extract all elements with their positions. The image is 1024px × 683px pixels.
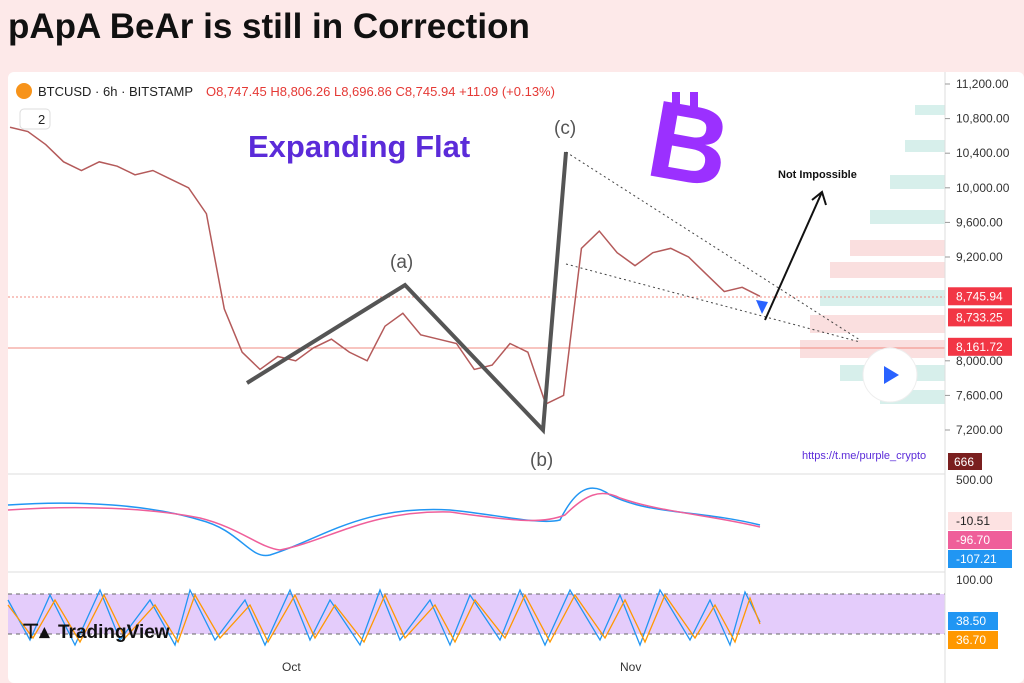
price-label: 8,000.00 — [956, 354, 1003, 368]
price-label: 10,400.00 — [956, 146, 1010, 160]
play-icon — [884, 366, 899, 384]
macd-value: -10.51 — [956, 514, 990, 528]
price-label: 7,600.00 — [956, 388, 1003, 402]
macd-value: -96.70 — [956, 533, 990, 547]
chart-panel — [8, 72, 1024, 683]
volume-badge-text: 666 — [954, 455, 974, 469]
link-text: https://t.me/purple_crypto — [802, 450, 926, 462]
wave-label: (a) — [390, 252, 413, 273]
stoch-value: 36.70 — [956, 633, 986, 647]
page-title: pApA BeAr is still in Correction — [8, 7, 530, 46]
volume-badge — [948, 453, 982, 470]
price-label: 10,800.00 — [956, 112, 1010, 126]
price-label: 9,200.00 — [956, 250, 1003, 264]
stoch-badge — [948, 631, 998, 649]
price-label: 11,200.00 — [956, 77, 1009, 91]
pattern-label: Expanding Flat — [248, 129, 470, 164]
wave-lines — [245, 151, 568, 435]
macd-badge — [948, 512, 1012, 530]
macd-axis-label: 500.00 — [956, 473, 993, 487]
price-label: 7,200.00 — [956, 423, 1003, 437]
price-badge-text: 8,733.25 — [956, 310, 1003, 324]
price-badge — [948, 308, 1012, 327]
trendline — [565, 263, 861, 343]
time-label: Oct — [282, 660, 301, 674]
time-label: Nov — [620, 660, 641, 674]
indicator-count: 2 — [38, 112, 45, 127]
stoch-badge — [948, 612, 998, 630]
macd-line — [7, 487, 761, 557]
high: H8,806.26 — [270, 84, 330, 99]
price-badge — [948, 287, 1012, 306]
low: L8,696.86 — [334, 84, 392, 99]
ohlc: O8,747.45 H8,806.26 L8,696.86 C8,745.94 … — [206, 84, 555, 99]
arrow-marker — [756, 300, 768, 314]
coin-icon — [16, 83, 32, 99]
price-label: 9,600.00 — [956, 215, 1003, 229]
trendline — [565, 151, 861, 341]
arrow-head — [811, 190, 827, 206]
open: O8,747.45 — [206, 84, 267, 99]
signal-line — [7, 492, 761, 551]
close: C8,745.94 — [395, 84, 455, 99]
price-badge-text: 8,745.94 — [956, 289, 1003, 303]
wave-label: (b) — [530, 450, 553, 471]
macd-value: -107.21 — [956, 552, 997, 566]
wave-label: (c) — [554, 118, 576, 139]
stoch-d — [7, 593, 761, 644]
macd-badge — [948, 550, 1012, 568]
stoch-axis-label: 100.00 — [956, 573, 993, 587]
branding-mark: ⊤▴ — [22, 621, 50, 643]
macd-badge — [948, 531, 1012, 549]
price-label: 10,000.00 — [956, 181, 1010, 195]
change: +11.09 (+0.13%) — [459, 84, 555, 99]
symbol: BTCUSD · 6h · BITSTAMP — [38, 84, 193, 99]
stoch-value: 38.50 — [956, 614, 986, 628]
price-line-series — [9, 126, 761, 406]
indicator-toggle[interactable] — [19, 108, 51, 130]
price-badge-text: 8,161.72 — [956, 340, 1003, 354]
stoch-k — [7, 588, 761, 647]
price-badge — [948, 337, 1012, 356]
target-label: Not Impossible — [778, 169, 857, 181]
arrow — [764, 191, 823, 321]
branding: TradingView — [58, 622, 170, 643]
stoch-band — [8, 594, 945, 634]
